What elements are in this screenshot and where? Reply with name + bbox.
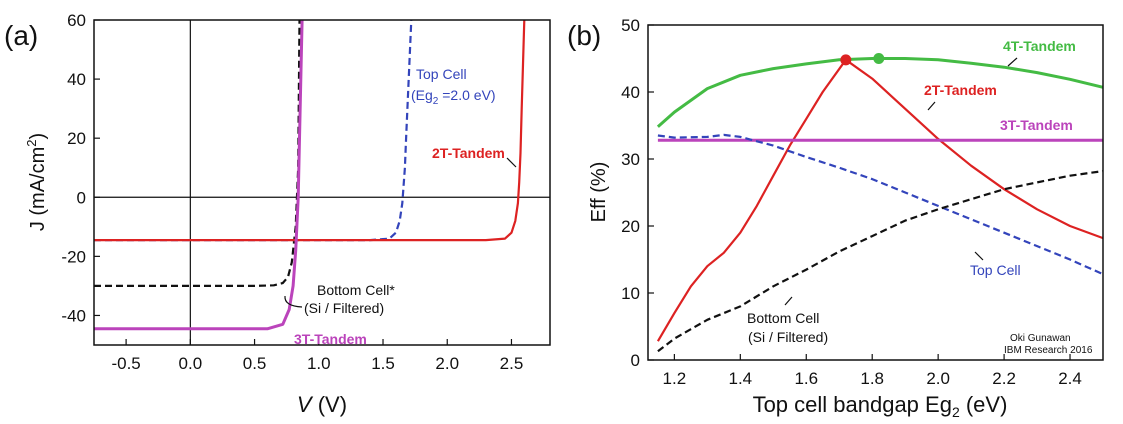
y-tick-label: -40	[61, 306, 86, 325]
annotation-top-cell-pointer-b	[974, 251, 984, 261]
panel-a: (a) -0.5 0.0 0.5 1.0 1.5 2.0 2.5 -40 -20 0 20 40 60…	[4, 11, 551, 417]
y-tick-label: 30	[621, 150, 640, 169]
panel-a-zero-lines	[94, 20, 550, 345]
annotation-top-cell: Top Cell	[416, 66, 467, 82]
x-tick-label: 0.5	[243, 354, 267, 373]
marker-2t-tandem-max	[840, 54, 852, 66]
panel-a-label: (a)	[4, 20, 38, 51]
series-3t-tandem-line	[94, 19, 304, 331]
panel-b: (b) 1.2 1.4 1.6 1.8 2.0 2.2 2.4 0 10 20 30 40 50 Ef…	[567, 16, 1104, 420]
annotation-3t-tandem: 3T-Tandem	[294, 331, 367, 347]
panel-a-x-ticks: -0.5 0.0 0.5 1.0 1.5 2.0 2.5	[111, 339, 523, 373]
panel-b-label: (b)	[567, 20, 601, 51]
y-tick-label: 20	[67, 129, 86, 148]
series-2t-tandem-line	[656, 58, 1104, 342]
y-tick-label: -20	[61, 247, 86, 266]
panel-b-x-axis-label: Top cell bandgap Eg2 (eV)	[753, 392, 1008, 420]
series-top-cell-line	[94, 19, 413, 242]
panel-a-y-axis-label: J (mA/cm2)	[24, 133, 49, 231]
x-tick-label: 2.5	[500, 354, 524, 373]
annotation-4t-pointer	[1007, 57, 1018, 67]
panel-b-y-ticks: 0 10 20 30 40 50	[621, 16, 654, 370]
annotation-2t-pointer	[506, 157, 517, 168]
series-bottom-cell-line	[657, 170, 1104, 353]
annotation-bottom-cell-pointer	[284, 295, 303, 308]
y-tick-label: 0	[77, 188, 86, 207]
annotation-bottom-cell-filter: (Si / Filtered)	[304, 300, 384, 316]
x-tick-label: 2.0	[435, 354, 459, 373]
x-tick-label: 1.8	[860, 369, 884, 388]
panel-b-markers	[840, 53, 885, 66]
series-bottom-cell-line	[94, 19, 301, 287]
y-tick-label: 60	[67, 11, 86, 30]
panel-b-y-axis-label: Eff (%)	[588, 162, 610, 223]
series-2t-tandem-line	[94, 19, 526, 242]
x-tick-label: 2.2	[992, 369, 1016, 388]
annotation-2t-pointer-b	[927, 101, 936, 111]
annotation-bottom-cell-filter-b: (Si / Filtered)	[748, 329, 828, 345]
annotation-bottom-cell-pointer-b	[784, 296, 793, 306]
x-tick-label: 1.6	[794, 369, 818, 388]
series-top-cell-line	[657, 133, 1104, 276]
annotation-2t-tandem-b: 2T-Tandem	[924, 82, 997, 98]
annotation-3t-tandem-b: 3T-Tandem	[1000, 117, 1073, 133]
annotation-4t-tandem: 4T-Tandem	[1003, 38, 1076, 54]
panel-b-plot-frame	[647, 24, 1104, 361]
annotation-bottom-cell-b: Bottom Cell	[747, 310, 819, 326]
annotation-top-cell-b: Top Cell	[970, 262, 1021, 278]
x-tick-label: 2.0	[926, 369, 950, 388]
credit-author: Oki Gunawan	[1010, 333, 1071, 344]
annotation-top-cell-bandgap: (Eg2 =2.0 eV)	[411, 87, 496, 107]
x-tick-label: 1.5	[371, 354, 395, 373]
y-tick-label: 10	[621, 284, 640, 303]
panel-a-y-ticks: -40 -20 0 20 40 60	[61, 11, 100, 325]
x-tick-label: 1.4	[728, 369, 752, 388]
credit-org: IBM Research 2016	[1004, 345, 1093, 356]
series-4t-tandem-line	[656, 57, 1104, 128]
x-tick-label: 0.0	[179, 354, 203, 373]
marker-4t-tandem-max	[873, 53, 885, 64]
panel-a-plot-frame	[93, 19, 551, 346]
y-tick-label: 40	[621, 83, 640, 102]
x-tick-label: 2.4	[1058, 369, 1082, 388]
x-tick-label: -0.5	[111, 354, 140, 373]
panel-a-x-axis-label: V (V)	[297, 392, 347, 417]
x-tick-label: 1.0	[307, 354, 331, 373]
panel-b-x-ticks: 1.2 1.4 1.6 1.8 2.0 2.2 2.4	[663, 354, 1082, 388]
panel-a-series	[94, 19, 526, 331]
annotation-bottom-cell: Bottom Cell*	[317, 282, 395, 298]
x-tick-label: 1.2	[663, 369, 687, 388]
y-tick-label: 50	[621, 16, 640, 35]
y-tick-label: 40	[67, 70, 86, 89]
y-tick-label: 20	[621, 217, 640, 236]
y-tick-label: 0	[631, 351, 640, 370]
panel-b-series	[656, 57, 1104, 353]
annotation-2t-tandem: 2T-Tandem	[432, 145, 505, 161]
